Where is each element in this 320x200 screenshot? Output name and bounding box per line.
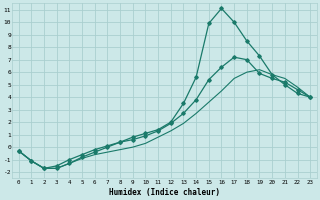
X-axis label: Humidex (Indice chaleur): Humidex (Indice chaleur) bbox=[109, 188, 220, 197]
